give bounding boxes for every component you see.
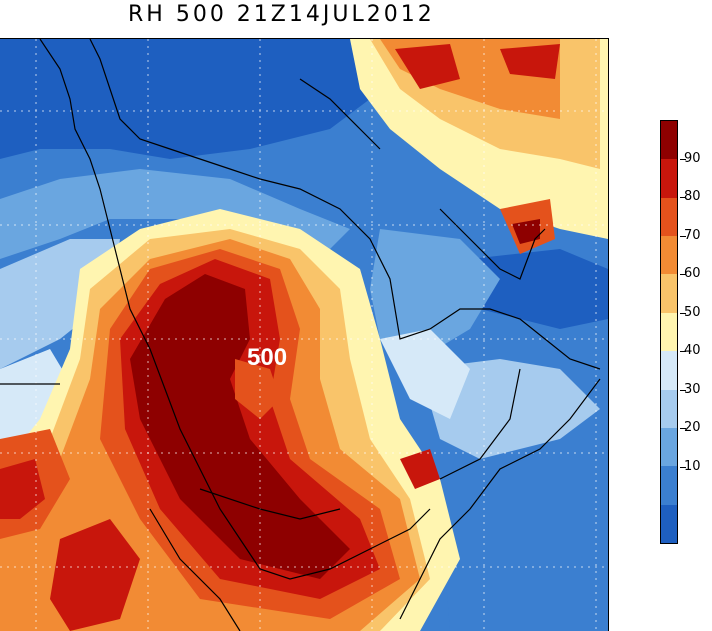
warm-north-red-2	[500, 44, 560, 79]
legend-swatch	[661, 504, 677, 543]
legend-swatch	[661, 159, 677, 198]
map-title: RH 500 21Z14JUL2012	[128, 2, 435, 27]
rh-map: 500	[0, 38, 609, 631]
legend-swatch	[661, 389, 677, 428]
legend-swatch	[661, 312, 677, 352]
rh-map-canvas	[0, 39, 608, 631]
legend-tick	[680, 235, 686, 237]
legend-tick-label: 50	[684, 304, 701, 320]
dry-pocket	[235, 359, 280, 419]
se-red-spot	[400, 449, 440, 489]
legend-tick-label: 10	[684, 458, 701, 474]
sw-red	[0, 459, 45, 519]
legend-tick	[680, 312, 686, 314]
warm-north-red	[395, 44, 460, 89]
legend-tick-label: 80	[684, 189, 701, 205]
legend-swatch	[661, 274, 677, 313]
legend-tick-label: 90	[684, 150, 701, 166]
legend-tick	[680, 428, 686, 430]
legend-tick	[680, 351, 686, 353]
legend-swatch	[661, 236, 677, 275]
legend-tick	[680, 197, 686, 199]
legend-tick-label: 40	[684, 343, 701, 359]
dry-region-arabian-sea	[470, 249, 608, 329]
legend-swatch	[661, 466, 677, 505]
legend-swatch	[661, 351, 677, 390]
mid-blue-gulf	[370, 229, 500, 359]
legend-tick-label: 30	[684, 381, 701, 397]
color-legend	[660, 120, 678, 544]
coastlines	[0, 39, 601, 631]
legend-tick-label: 70	[684, 227, 701, 243]
legend-tick	[680, 274, 686, 276]
legend-tick	[680, 466, 686, 468]
moist-dark-red-core	[130, 274, 350, 579]
dry-region-northwest	[0, 39, 370, 159]
legend-tick	[680, 158, 686, 160]
legend-tick	[680, 389, 686, 391]
legend-tick-label: 20	[684, 420, 701, 436]
blue-region-southeast	[440, 409, 608, 631]
legend-swatch	[661, 121, 677, 160]
legend-swatch	[661, 197, 677, 237]
legend-tick-label: 60	[684, 266, 701, 282]
lat-lon-grid	[0, 39, 608, 631]
sw-red-2	[50, 519, 140, 631]
legend-swatch	[661, 427, 677, 467]
map-center-label: 500	[247, 344, 288, 371]
pale-blue-patch	[380, 329, 470, 419]
